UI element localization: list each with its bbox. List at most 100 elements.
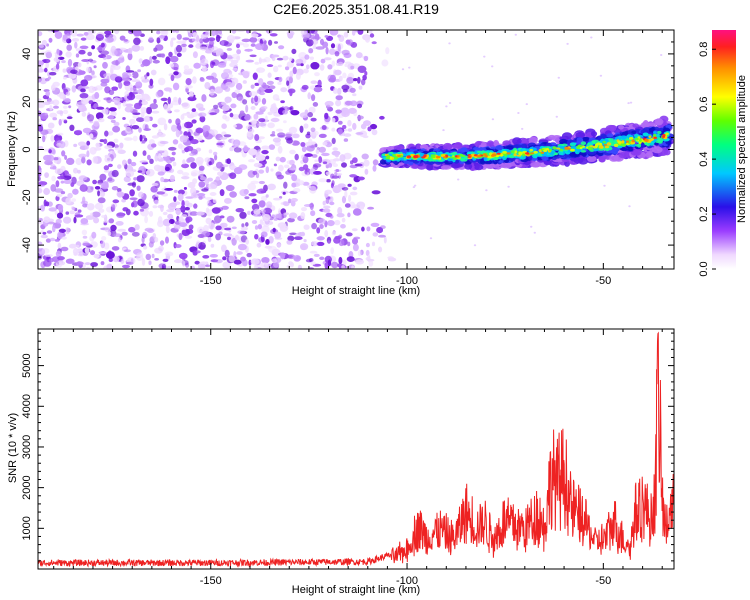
noise-point [236, 43, 240, 49]
noise-point [94, 186, 101, 190]
noise-point [38, 101, 45, 109]
noise-point [55, 261, 63, 268]
noise-point [286, 30, 295, 36]
noise-point [229, 62, 238, 68]
noise-point [132, 85, 137, 92]
noise-point [319, 64, 325, 71]
noise-point [311, 154, 318, 158]
noise-point [627, 102, 630, 105]
noise-point [350, 65, 355, 70]
signal-point [648, 135, 652, 138]
noise-point [183, 187, 187, 190]
noise-point [318, 178, 327, 183]
noise-point [248, 159, 255, 163]
noise-point [267, 122, 275, 129]
noise-point [288, 126, 298, 134]
signal-point [648, 127, 655, 132]
noise-point [268, 236, 274, 244]
signal-point [639, 138, 642, 142]
signal-point [651, 146, 663, 154]
noise-point [364, 168, 369, 175]
signal-point [580, 141, 587, 146]
noise-point [91, 211, 101, 218]
noise-point [103, 170, 110, 173]
noise-point [122, 159, 127, 166]
noise-point [603, 184, 606, 187]
noise-point [82, 100, 89, 105]
noise-point [195, 103, 204, 109]
noise-point [258, 78, 264, 86]
noise-point [198, 242, 206, 250]
noise-point [101, 108, 109, 114]
noise-point [258, 180, 265, 185]
signal-point [454, 155, 458, 158]
noise-point [86, 66, 90, 73]
noise-point [148, 36, 154, 41]
noise-point [191, 119, 197, 124]
noise-point [629, 101, 633, 104]
noise-point [362, 74, 367, 81]
noise-point [314, 159, 319, 163]
noise-point [286, 239, 293, 245]
noise-point [224, 249, 230, 258]
noise-point [272, 197, 282, 201]
noise-point [133, 210, 139, 216]
noise-point [332, 147, 339, 151]
signal-point [578, 157, 589, 165]
noise-point [149, 78, 154, 87]
noise-point [296, 63, 301, 66]
noise-point [213, 104, 219, 109]
noise-point [80, 37, 87, 41]
noise-point [54, 188, 64, 193]
noise-point [264, 263, 269, 266]
noise-point [324, 262, 329, 269]
noise-point [201, 230, 210, 238]
signal-point [491, 154, 495, 157]
signal-point [436, 155, 441, 159]
noise-point [117, 149, 126, 154]
noise-point [90, 105, 94, 110]
noise-point [329, 196, 334, 203]
noise-point [342, 125, 347, 129]
noise-point [344, 61, 352, 65]
noise-point [55, 63, 60, 70]
noise-point [120, 259, 125, 264]
noise-point [125, 103, 134, 108]
noise-point [142, 150, 147, 156]
noise-point [197, 160, 203, 167]
noise-point [141, 90, 144, 96]
noise-point [117, 164, 122, 170]
noise-point [165, 56, 171, 64]
noise-point [194, 260, 200, 265]
noise-point [316, 241, 325, 246]
noise-point [38, 60, 44, 66]
noise-point [322, 141, 328, 146]
noise-point [310, 34, 316, 40]
noise-point [129, 118, 136, 125]
signal-point [464, 163, 473, 170]
signal-point [499, 153, 504, 157]
noise-point [316, 236, 325, 241]
noise-point [225, 184, 235, 192]
noise-point [257, 224, 262, 230]
noise-point [286, 137, 293, 144]
noise-point [196, 211, 205, 216]
noise-point [151, 110, 160, 114]
noise-point [313, 86, 323, 93]
noise-point [253, 264, 259, 269]
noise-point [294, 153, 299, 161]
noise-point [219, 189, 225, 197]
noise-point [288, 198, 292, 204]
noise-point [344, 190, 348, 198]
signal-point [484, 160, 493, 165]
noise-point [258, 169, 265, 174]
noise-point [352, 186, 358, 191]
noise-point [65, 211, 70, 215]
noise-point [83, 32, 89, 36]
noise-point [315, 46, 325, 50]
noise-point [82, 196, 86, 204]
noise-point [122, 207, 129, 212]
noise-point [178, 97, 182, 105]
noise-point [227, 236, 231, 241]
noise-point [157, 166, 165, 170]
